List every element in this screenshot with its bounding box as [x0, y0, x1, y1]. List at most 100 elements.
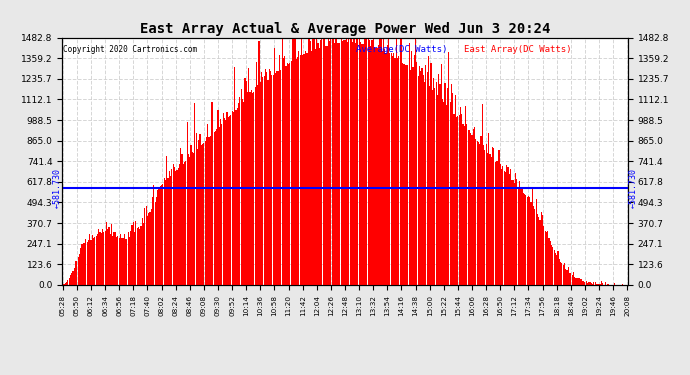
Bar [456, 117, 457, 285]
Bar [134, 232, 135, 285]
Bar [524, 194, 525, 285]
Bar [86, 242, 88, 285]
Bar [271, 75, 273, 285]
Text: Average(DC Watts): Average(DC Watts) [356, 45, 448, 54]
Bar [535, 199, 537, 285]
Bar [434, 88, 435, 285]
Bar [570, 273, 571, 285]
Bar [465, 106, 466, 285]
Bar [246, 81, 247, 285]
Bar [534, 209, 535, 285]
Bar [256, 62, 257, 285]
Bar [474, 127, 475, 285]
Bar [237, 108, 238, 285]
Bar [84, 243, 85, 285]
Bar [356, 38, 357, 285]
Bar [596, 284, 597, 285]
Bar [516, 179, 518, 285]
Bar [197, 149, 198, 285]
Bar [408, 43, 410, 285]
Bar [471, 135, 473, 285]
Bar [552, 247, 553, 285]
Bar [104, 231, 106, 285]
Bar [168, 171, 170, 285]
Bar [138, 227, 139, 285]
Bar [175, 171, 176, 285]
Bar [353, 38, 355, 285]
Bar [193, 153, 194, 285]
Bar [359, 42, 361, 285]
Bar [90, 240, 92, 285]
Bar [460, 106, 461, 285]
Bar [111, 224, 112, 285]
Bar [598, 284, 600, 285]
Bar [583, 281, 584, 285]
Bar [306, 53, 307, 285]
Bar [400, 38, 401, 285]
Bar [102, 229, 103, 285]
Bar [396, 38, 397, 285]
Bar [210, 136, 211, 285]
Text: Copyright 2020 Cartronics.com: Copyright 2020 Cartronics.com [63, 45, 197, 54]
Bar [575, 278, 577, 285]
Bar [453, 114, 455, 285]
Bar [253, 92, 255, 285]
Bar [188, 154, 189, 285]
Bar [68, 278, 70, 285]
Bar [186, 122, 188, 285]
Bar [487, 153, 488, 285]
Bar [442, 99, 443, 285]
Bar [299, 55, 301, 285]
Bar [259, 82, 261, 285]
Bar [230, 115, 231, 285]
Bar [148, 213, 149, 285]
Bar [122, 238, 124, 285]
Bar [450, 102, 451, 285]
Bar [407, 64, 408, 285]
Bar [323, 38, 324, 285]
Bar [438, 74, 440, 285]
Bar [602, 283, 604, 285]
Bar [255, 87, 256, 285]
Bar [243, 102, 244, 285]
Bar [302, 56, 303, 285]
Bar [119, 238, 120, 285]
Bar [130, 231, 131, 285]
Bar [493, 148, 495, 285]
Bar [274, 48, 275, 285]
Bar [206, 137, 207, 285]
Bar [314, 38, 315, 285]
Bar [337, 44, 338, 285]
Bar [387, 45, 388, 285]
Bar [268, 69, 270, 285]
Bar [538, 217, 540, 285]
Bar [473, 129, 474, 285]
Bar [448, 52, 449, 285]
Bar [316, 38, 317, 285]
Bar [170, 177, 171, 285]
Bar [592, 284, 593, 285]
Bar [113, 232, 115, 285]
Bar [117, 236, 119, 285]
Bar [547, 231, 549, 285]
Bar [401, 38, 402, 285]
Bar [235, 110, 237, 285]
Bar [528, 196, 529, 285]
Bar [478, 142, 479, 285]
Bar [587, 283, 588, 285]
Bar [338, 42, 339, 285]
Bar [414, 55, 415, 285]
Bar [444, 84, 446, 285]
Bar [506, 165, 507, 285]
Bar [184, 162, 185, 285]
Bar [366, 38, 367, 285]
Bar [201, 145, 202, 285]
Bar [284, 56, 285, 285]
Bar [202, 144, 203, 285]
Bar [571, 275, 573, 285]
Bar [225, 120, 226, 285]
Bar [129, 237, 130, 285]
Bar [250, 90, 252, 285]
Bar [588, 282, 589, 285]
Bar [159, 186, 161, 285]
